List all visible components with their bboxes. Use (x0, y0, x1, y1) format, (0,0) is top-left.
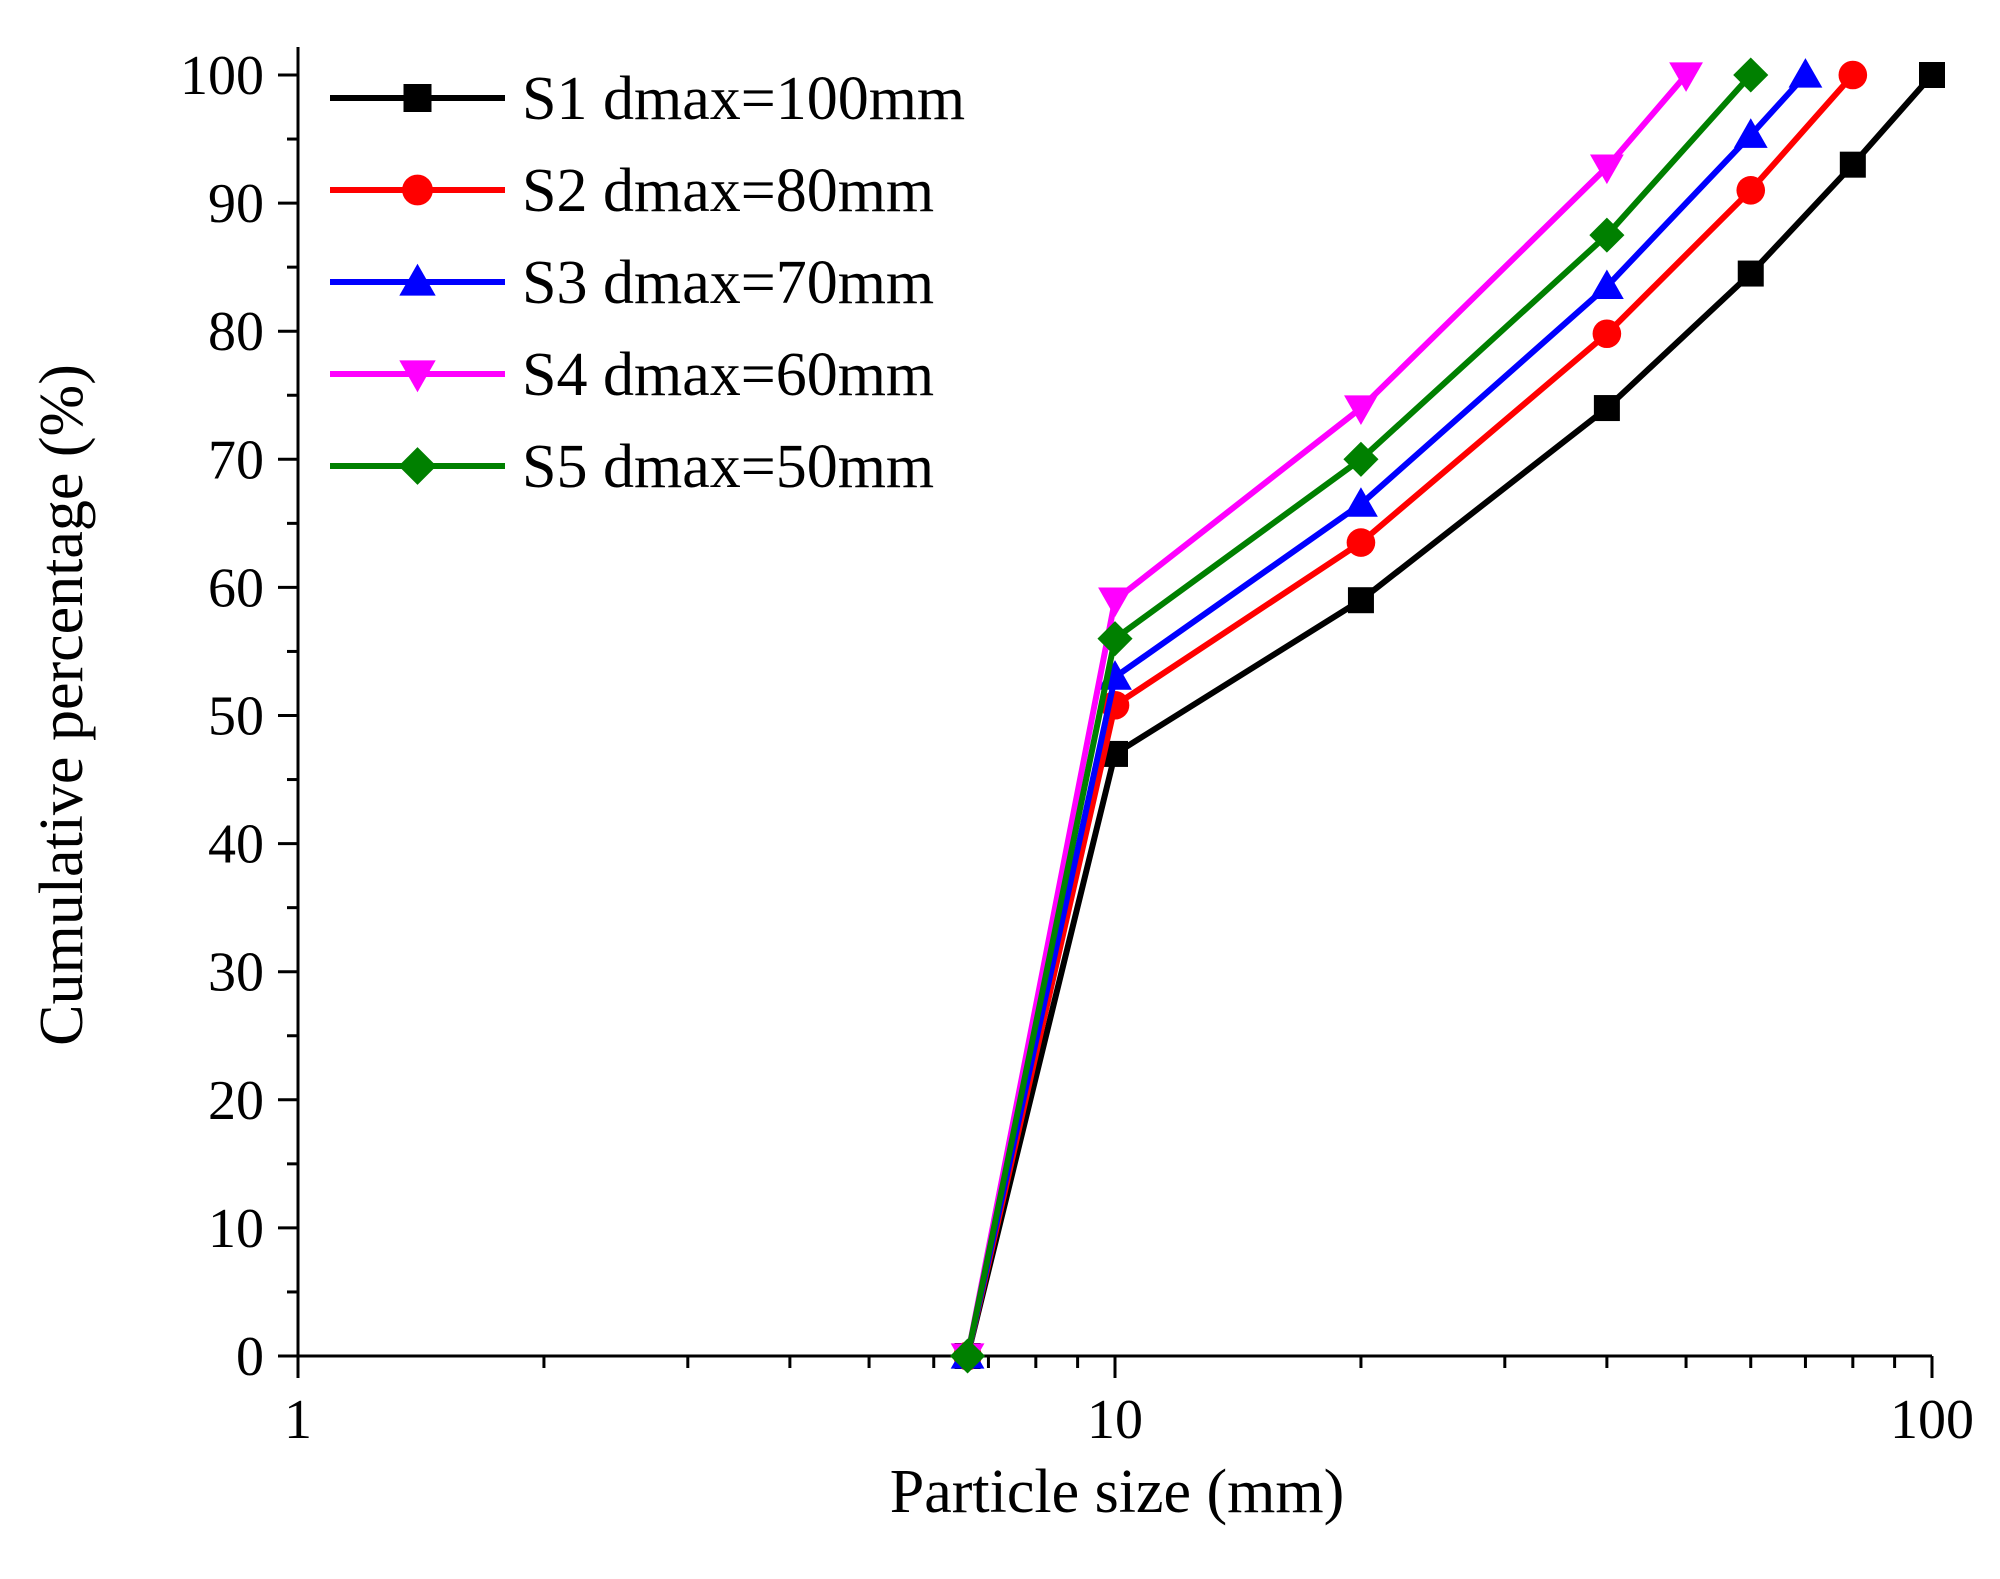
x-tick-label: 100 (1890, 1389, 1974, 1451)
data-point (1589, 269, 1624, 300)
data-point (1736, 175, 1766, 205)
x-tick-label: 1 (284, 1389, 312, 1451)
legend-item-2: S2 dmax=80mm (330, 157, 934, 225)
data-point (1347, 587, 1374, 614)
data-point (1733, 57, 1769, 93)
legend-swatch-marker (398, 447, 437, 485)
legend: S1 dmax=100mm S2 dmax=80mm S3 dmax=70mm S4 … (330, 65, 965, 501)
data-point (1343, 441, 1379, 477)
data-point (1737, 260, 1764, 287)
y-tick-label: 10 (208, 1198, 264, 1260)
data-point (1589, 154, 1624, 185)
legend-swatch-marker (399, 263, 436, 296)
y-tick-label: 70 (208, 429, 264, 491)
legend-label: S3 dmax=70mm (522, 249, 934, 317)
y-tick-label: 100 (180, 45, 264, 107)
legend-label: S1 dmax=100mm (522, 65, 965, 133)
legend-swatch-marker (402, 174, 433, 206)
y-tick-label: 60 (208, 557, 264, 619)
series-line (964, 72, 1808, 1357)
data-point (1733, 118, 1768, 148)
series-line (964, 73, 1856, 1357)
series-line (964, 73, 1689, 1357)
y-axis-title: Cumulative percentage (%) (28, 364, 96, 1046)
x-tick-label: 10 (1087, 1389, 1143, 1451)
data-point (1589, 217, 1625, 253)
legend-item-3: S3 dmax=70mm (330, 249, 934, 317)
legend-item-1: S1 dmax=100mm (330, 65, 965, 133)
legend-label: S4 dmax=60mm (522, 341, 934, 409)
legend-item-5: S5 dmax=50mm (330, 433, 934, 501)
y-tick-label: 30 (208, 942, 264, 1004)
x-axis-title: Particle size (mm) (890, 1458, 1345, 1526)
legend-label: S5 dmax=50mm (522, 433, 934, 501)
y-tick-label: 80 (208, 301, 264, 363)
data-point (1346, 528, 1376, 557)
data-point (1919, 62, 1945, 88)
y-tick-label: 0 (236, 1326, 264, 1388)
data-point (1593, 395, 1620, 422)
series-4 (950, 62, 1703, 1373)
data-point (1669, 62, 1703, 92)
data-point (1838, 60, 1868, 90)
series-5 (950, 57, 1769, 1374)
data-point (950, 1338, 986, 1374)
data-series (950, 57, 1945, 1374)
data-point (1592, 319, 1622, 349)
y-tick-label: 40 (208, 814, 264, 876)
y-tick-label: 50 (208, 686, 264, 748)
data-point (1097, 621, 1133, 657)
legend-label: S2 dmax=80mm (522, 157, 934, 225)
series-1 (954, 62, 1945, 1369)
data-point (1344, 395, 1378, 425)
series-3 (950, 58, 1823, 1369)
data-point (1344, 487, 1378, 517)
y-tick-label: 90 (208, 173, 264, 235)
y-tick-label: 20 (208, 1070, 264, 1132)
series-line (964, 72, 1753, 1357)
legend-swatch-marker (399, 360, 436, 393)
data-point (1098, 587, 1132, 618)
legend-item-4: S4 dmax=60mm (330, 341, 934, 409)
data-point (1839, 151, 1866, 178)
data-point (1788, 58, 1823, 88)
legend-swatch-marker (403, 84, 432, 112)
